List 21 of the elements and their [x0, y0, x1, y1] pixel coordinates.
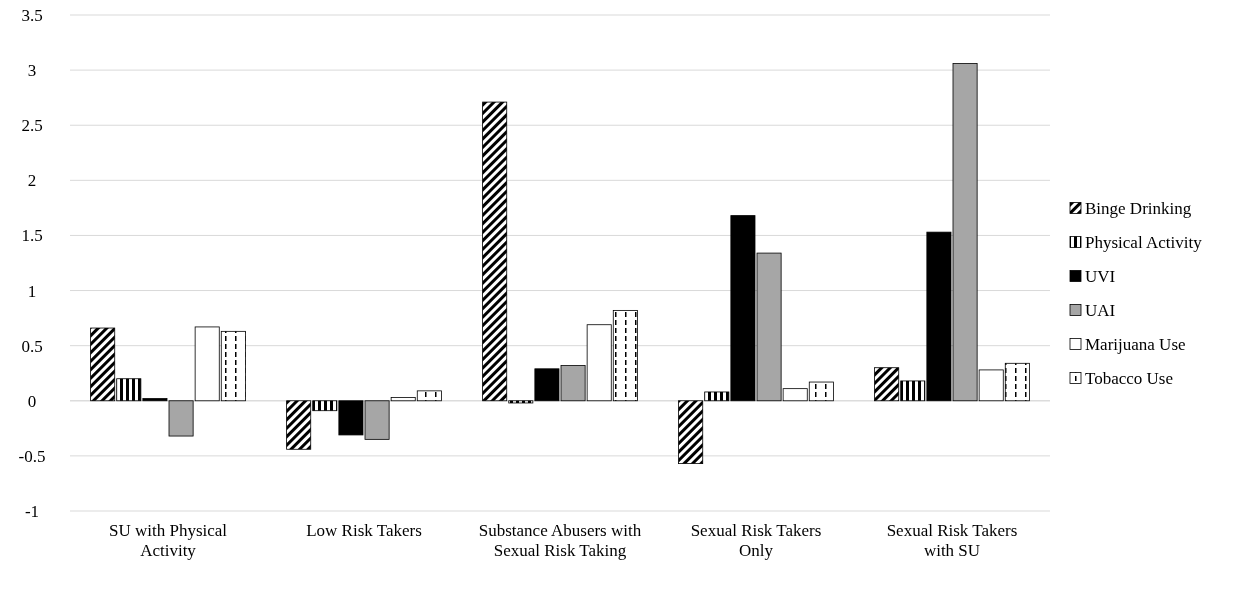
- x-tick-label: SU with Physical Activity: [108, 521, 228, 560]
- legend-label: Marijuana Use: [1085, 335, 1186, 355]
- x-tick-label: Substance Abusers with Sexual Risk Taking: [478, 521, 642, 560]
- y-tick-label: 1.5: [21, 226, 43, 246]
- y-tick-label: 3: [27, 61, 37, 81]
- y-tick-label: 3.5: [21, 5, 43, 25]
- y-tick-label: -1: [24, 501, 40, 521]
- x-tick-label: Sexual Risk Takers with SU: [886, 521, 1018, 560]
- legend-label: UAI: [1085, 301, 1116, 321]
- legend-label: Tobacco Use: [1085, 369, 1174, 389]
- y-tick-label: 0: [27, 391, 37, 411]
- y-tick-label: 2: [27, 171, 37, 191]
- y-tick-label: 1: [27, 281, 37, 301]
- legend-label: Binge Drinking: [1085, 199, 1192, 219]
- x-tick-label: Low Risk Takers: [306, 521, 422, 540]
- legend-label: Physical Activity: [1085, 233, 1203, 253]
- x-tick-label: Sexual Risk Takers Only: [690, 521, 822, 560]
- y-tick-label: 2.5: [21, 116, 43, 136]
- y-tick-label: -0.5: [18, 446, 46, 466]
- y-tick-label: 0.5: [21, 336, 43, 356]
- legend-label: UVI: [1085, 267, 1116, 287]
